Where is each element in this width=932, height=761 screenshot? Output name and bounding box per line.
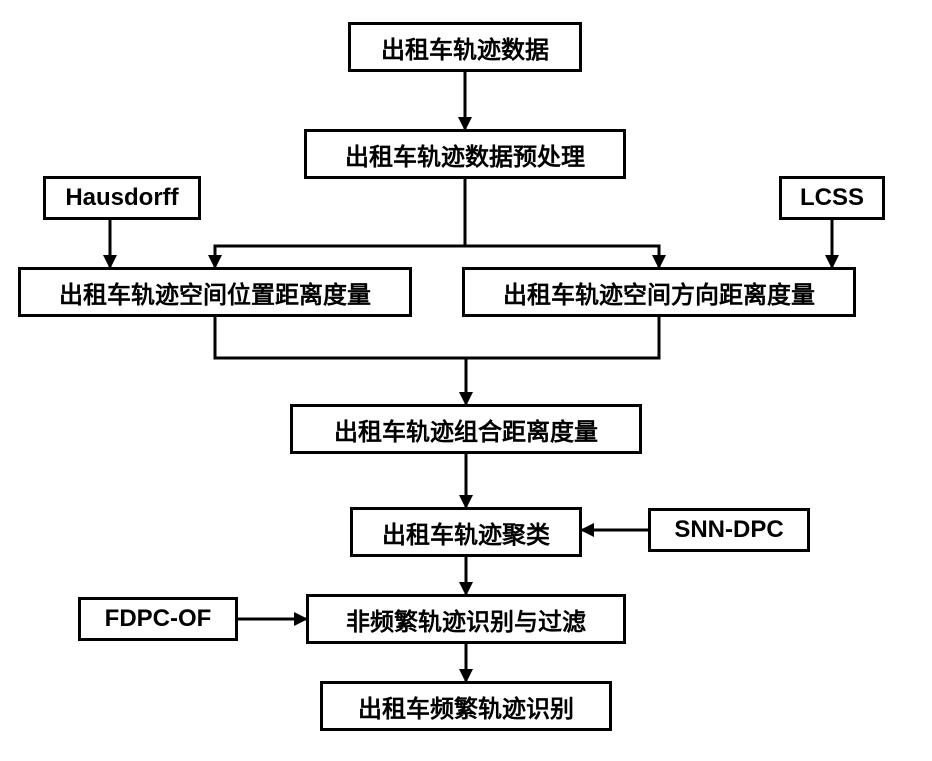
flowchart-node-n5: 出租车轨迹空间位置距离度量: [18, 267, 412, 317]
edge-2: [215, 246, 465, 267]
flowchart-node-n10: FDPC-OF: [78, 597, 238, 641]
flowchart-edges: [0, 0, 932, 761]
flowchart-node-n2: 出租车轨迹数据预处理: [304, 129, 626, 179]
flowchart-node-n9: SNN-DPC: [648, 508, 810, 552]
flowchart-node-n6: 出租车轨迹空间方向距离度量: [462, 267, 856, 317]
flowchart-node-n8: 出租车轨迹聚类: [350, 507, 582, 557]
flowchart-node-n1: 出租车轨迹数据: [348, 22, 582, 72]
edge-6: [215, 317, 466, 358]
flowchart-node-n7: 出租车轨迹组合距离度量: [290, 404, 642, 454]
flowchart-node-n4: LCSS: [779, 176, 885, 220]
flowchart-node-n3: Hausdorff: [43, 176, 201, 220]
edge-7: [466, 317, 659, 358]
flowchart-node-n12: 出租车频繁轨迹识别: [320, 681, 612, 731]
flowchart-node-n11: 非频繁轨迹识别与过滤: [306, 594, 626, 644]
edge-3: [465, 246, 659, 267]
